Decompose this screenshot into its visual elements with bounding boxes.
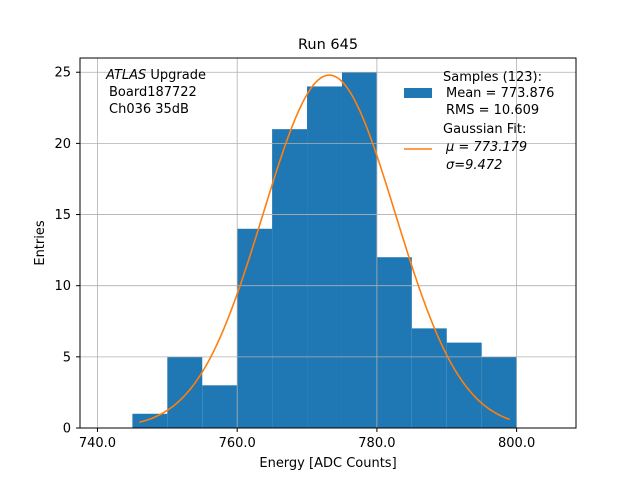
histogram-bar-1 [167,356,203,428]
gaussian-fit [139,74,510,424]
gaussian-fit-line [139,74,510,424]
annotation-atlas: ATLAS [105,68,146,83]
histogram-bar-10 [481,356,517,428]
annotation-line-3: Ch036 35dB [109,102,189,117]
annotation-line-1: ATLAS Upgrade [105,68,206,83]
histogram-bar-3 [237,228,273,428]
chart-title: Run 645 [298,37,358,53]
y-axis-label: Entries [33,220,48,266]
y-tick-label-3: 15 [54,208,71,223]
y-tick-label-4: 20 [54,137,71,152]
y-tick-label-1: 5 [63,350,71,365]
legend: Samples (123): Mean = 773.876 RMS = 10.6… [404,70,554,173]
histogram-bar-6 [341,72,377,428]
x-tick-label-1: 760.0 [219,436,256,451]
chart-annotation: ATLAS Upgrade Board187722 Ch036 35dB [105,68,206,117]
x-tick-label-3: 800.0 [498,436,535,451]
legend-samples-line-3: RMS = 10.609 [446,103,539,118]
x-tick-label-2: 780.0 [358,436,395,451]
histogram-bar-7 [376,257,412,428]
histogram-bar-2 [202,385,238,428]
y-tick-label-0: 0 [63,422,71,437]
histogram-bar-8 [411,328,447,428]
histogram-bar-4 [272,129,308,428]
axes-frame [79,57,577,429]
axis-ticks: 740.0 760.0 780.0 800.0 0 5 10 15 20 25 [54,66,535,451]
legend-fit-line-1: Gaussian Fit: [443,122,526,137]
annotation-line-2: Board187722 [109,85,197,100]
y-tick-label-2: 10 [54,279,71,294]
legend-fit-line-3: σ=9.472 [446,158,502,173]
x-tick-label-0: 740.0 [79,436,116,451]
legend-fit-line-2: μ = 773.179 [445,140,527,155]
x-axis-label: Energy [ADC Counts] [259,456,396,471]
histogram-bar-9 [446,342,482,428]
annotation-upgrade: Upgrade [146,68,206,83]
histogram-bar-5 [307,86,342,428]
legend-samples-line-1: Samples (123): [443,70,542,85]
histogram-bar-0 [132,413,168,428]
legend-samples-line-2: Mean = 773.876 [446,86,554,101]
legend-swatch-samples [404,88,432,98]
y-tick-label-5: 25 [54,66,71,81]
